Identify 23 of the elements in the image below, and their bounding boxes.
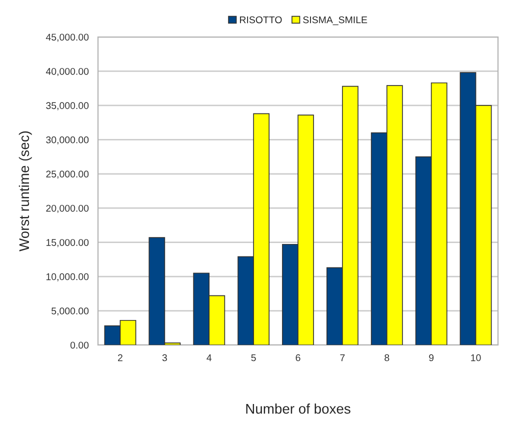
y-tick-label: 15,000.00 <box>46 239 89 248</box>
x-tick-label: 3 <box>162 354 167 362</box>
legend-label: RISOTTO <box>240 16 282 24</box>
y-tick-label: 0.00 <box>70 342 89 349</box>
y-tick-label: 30,000.00 <box>46 136 89 144</box>
y-tick-label: 35,000.00 <box>46 102 89 110</box>
legend-label: SISMA_SMILE <box>303 16 368 26</box>
y-tick-label: 5,000.00 <box>52 308 89 316</box>
x-tick-label: 7 <box>340 354 345 362</box>
x-tick-label: 2 <box>118 354 122 362</box>
y-tick-label: 45,000.00 <box>46 34 89 42</box>
y-axis-title: Worst runtime (sec) <box>18 131 32 252</box>
x-tick-label: 6 <box>296 354 300 362</box>
y-tick-label: 20,000.00 <box>46 204 89 213</box>
x-tick-label: 5 <box>251 354 256 362</box>
x-axis-title: Number of boxes <box>246 404 350 414</box>
x-tick-label: 8 <box>384 354 390 362</box>
x-tick-label: 4 <box>206 354 212 362</box>
y-tick-label: 25,000.00 <box>46 170 89 179</box>
y-tick-label: 40,000.00 <box>46 68 89 76</box>
y-tick-label: 10,000.00 <box>46 273 89 282</box>
x-tick-label: 10 <box>471 354 481 362</box>
x-tick-label: 9 <box>429 354 434 362</box>
